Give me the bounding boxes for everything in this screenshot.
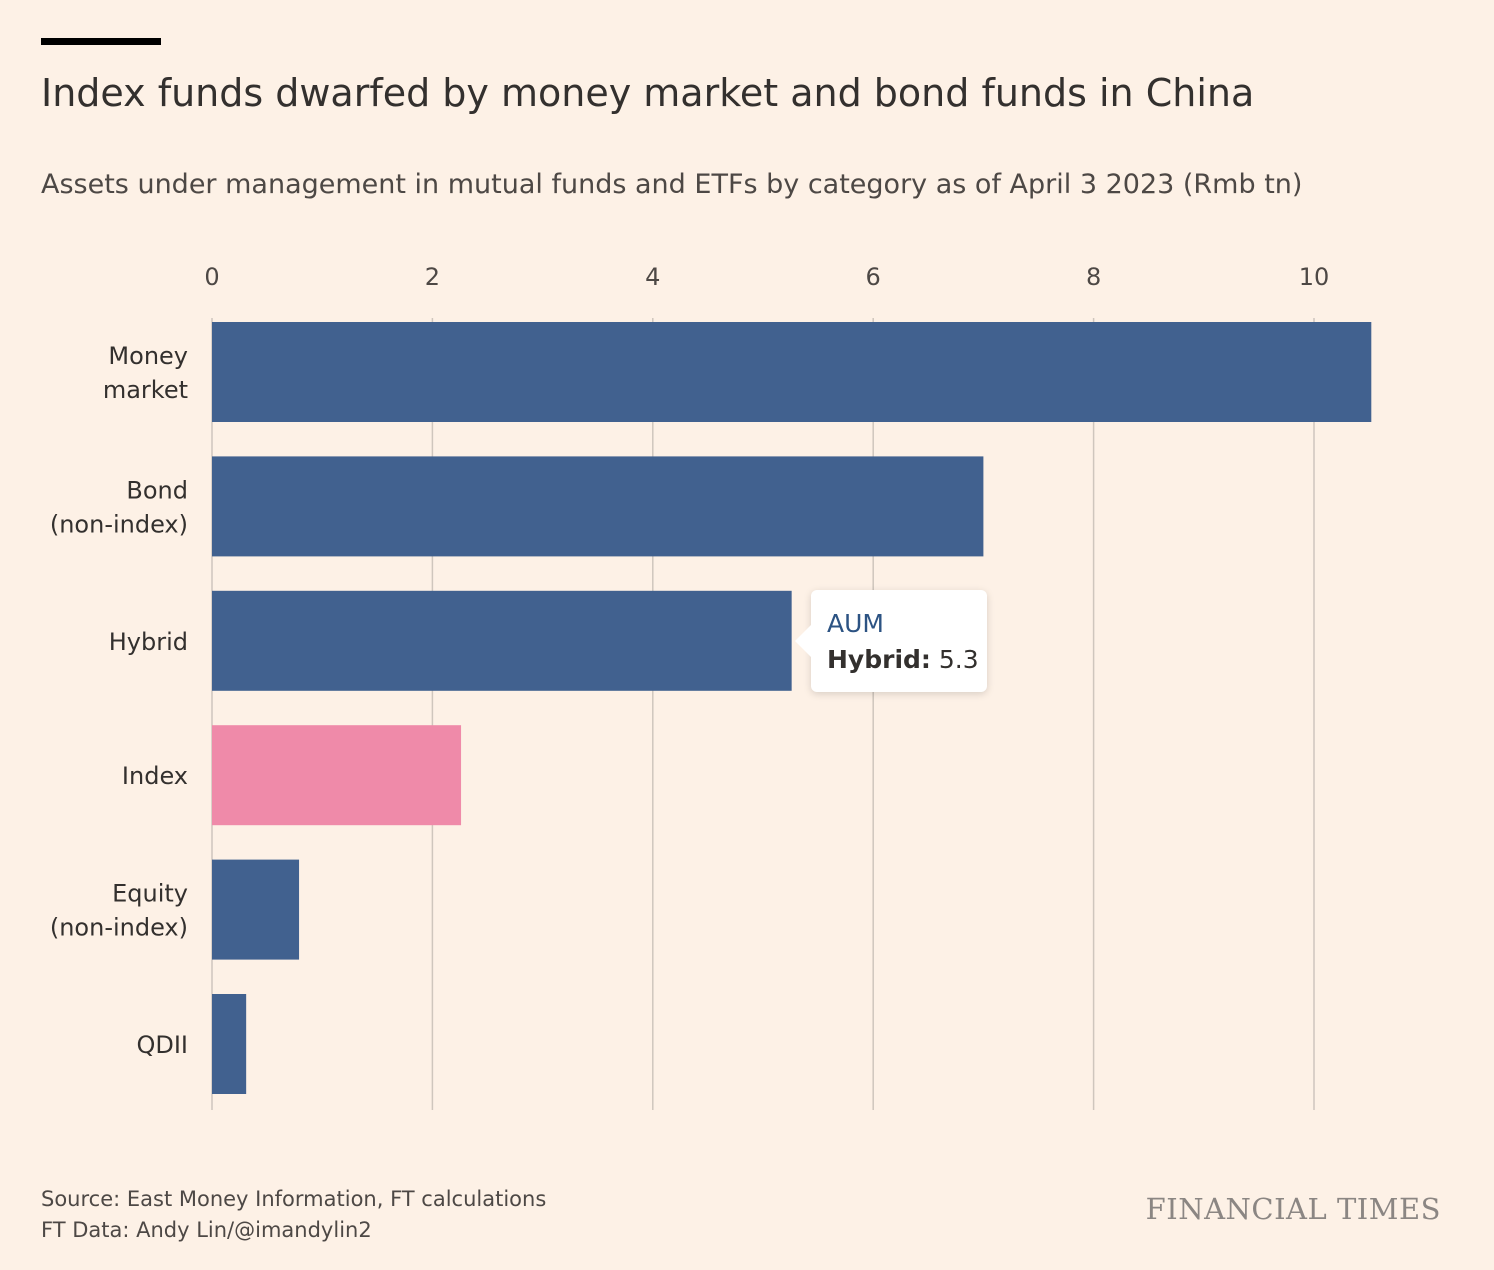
bar[interactable] xyxy=(212,456,984,557)
bars xyxy=(212,322,1372,1094)
category-label: Bond (non-index) xyxy=(50,476,188,538)
category-label: Money market xyxy=(103,342,188,404)
footer: Source: East Money Information, FT calcu… xyxy=(41,1184,546,1246)
category-label: QDII xyxy=(136,1031,188,1059)
x-tick-label: 10 xyxy=(1299,263,1330,291)
chart-title: Index funds dwarfed by money market and … xyxy=(41,71,1255,115)
bar[interactable] xyxy=(212,590,792,691)
tooltip-series-name: AUM xyxy=(827,609,884,638)
x-axis-ticks: 0 2 4 6 8 10 xyxy=(204,263,1329,291)
bar[interactable] xyxy=(212,725,462,826)
chart-subtitle: Assets under management in mutual funds … xyxy=(41,169,1303,200)
gridlines xyxy=(211,318,1315,1110)
category-label: Hybrid xyxy=(109,628,188,656)
category-labels: Money market Bond (non-index) Hybrid Index Equ… xyxy=(50,342,188,1059)
x-tick-label: 4 xyxy=(645,263,660,291)
source-note: Source: East Money Information, FT calcu… xyxy=(41,1187,547,1211)
category-label: Equity (non-index) xyxy=(50,880,188,942)
tooltip-category: Hybrid: xyxy=(827,645,931,674)
top-accent-bar xyxy=(41,38,161,45)
ft-logo: FINANCIAL TIMES xyxy=(1145,1192,1441,1226)
x-tick-label: 2 xyxy=(425,263,440,291)
bar[interactable] xyxy=(212,994,247,1094)
x-tick-label: 6 xyxy=(866,263,881,291)
bar[interactable] xyxy=(212,859,300,960)
hover-tooltip: AUM Hybrid: 5.3 xyxy=(795,590,987,692)
bar[interactable] xyxy=(212,322,1372,422)
credit-note: FT Data: Andy Lin/@imandylin2 xyxy=(41,1218,372,1242)
x-tick-label: 0 xyxy=(204,263,219,291)
x-tick-label: 8 xyxy=(1086,263,1101,291)
tooltip-value: 5.3 xyxy=(938,645,979,674)
category-label: Index xyxy=(122,762,188,790)
tooltip-value-line: Hybrid: 5.3 xyxy=(827,642,979,678)
